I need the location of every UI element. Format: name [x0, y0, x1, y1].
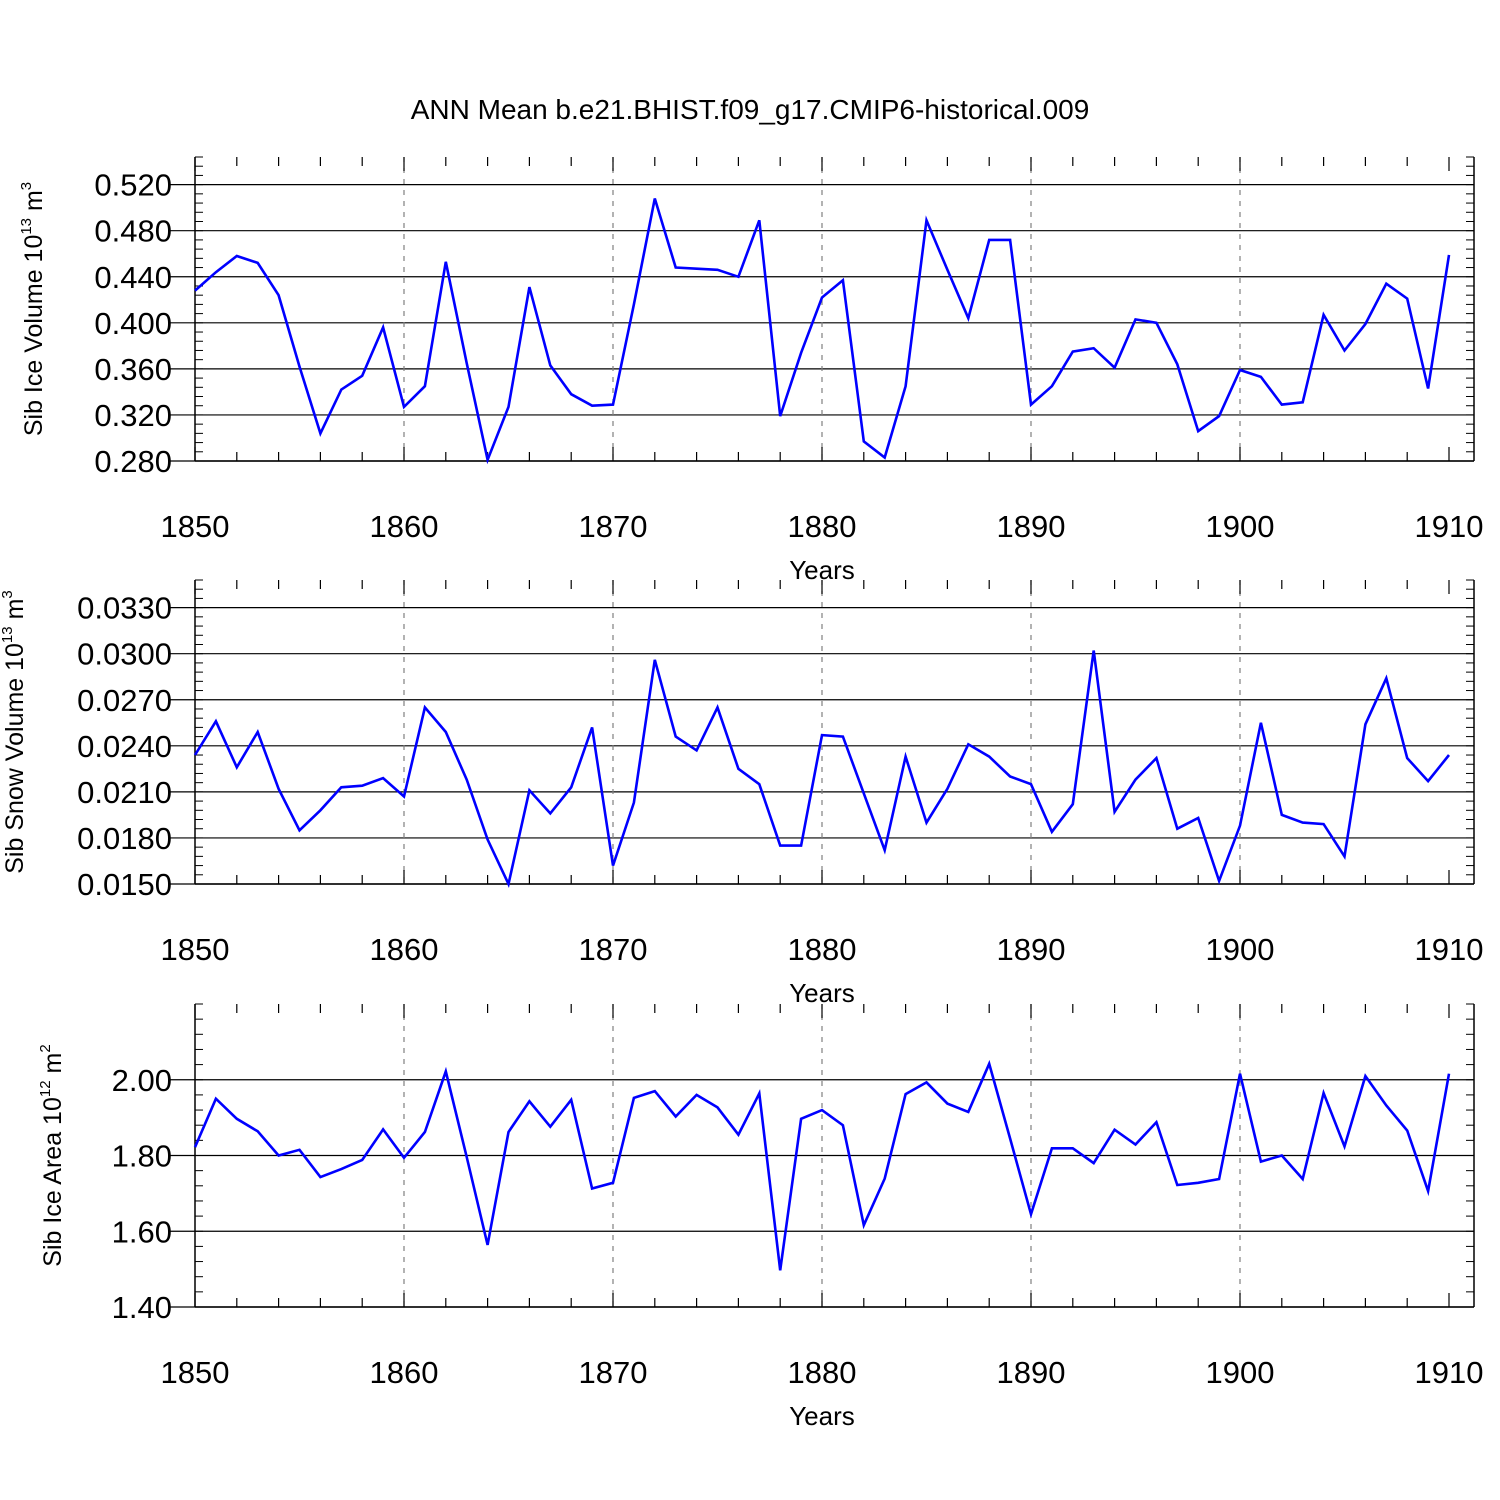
panel-snow-volume: 0.0330 0.0300 0.0270 0.0240 0.0210 0.0180 0.01…	[0, 579, 1484, 1008]
y-tick-label: 0.400	[94, 306, 172, 341]
y-tick-label: 0.320	[94, 398, 172, 433]
x-tick-label: 1900	[1206, 509, 1275, 544]
x-tick-label: 1880	[788, 932, 857, 967]
x-tick-label: 1850	[161, 509, 230, 544]
x-tick-label: 1890	[997, 509, 1066, 544]
x-tick-label: 1910	[1415, 1355, 1484, 1390]
y-tick-label: 2.00	[112, 1063, 172, 1098]
x-tick-label: 1870	[579, 932, 648, 967]
x-tick-label: 1850	[161, 932, 230, 967]
y-tick-label: 0.0270	[77, 683, 172, 718]
y-tick-label: 1.80	[112, 1139, 172, 1174]
series-line-ice-area	[193, 1059, 1451, 1271]
x-tick-label: 1870	[579, 1355, 648, 1390]
y-axis-label: Sib Ice Volume 1013 m3	[18, 182, 48, 436]
y-axis-label: Sib Snow Volume 1013 m3	[0, 590, 29, 874]
y-tick-label: 0.280	[94, 444, 172, 479]
y-tick-label: 0.520	[94, 168, 172, 203]
x-tick-label: 1860	[370, 932, 439, 967]
y-tick-label: 0.360	[94, 352, 172, 387]
y-axis-label: Sib Ice Area 1012 m2	[37, 1044, 67, 1266]
x-tick-label: 1880	[788, 509, 857, 544]
x-tick-label: 1910	[1415, 932, 1484, 967]
y-tick-label: 0.0300	[77, 637, 172, 672]
series-line-snow-volume	[193, 650, 1451, 888]
x-tick-label: 1860	[370, 1355, 439, 1390]
x-tick-label: 1880	[788, 1355, 857, 1390]
x-tick-label: 1900	[1206, 932, 1275, 967]
y-tick-label: 0.0240	[77, 729, 172, 764]
panel-ice-area: 2.00 1.80 1.60 1.40 1850 1860 1870 1880 1890 1900…	[37, 1003, 1484, 1431]
x-tick-label: 1870	[579, 509, 648, 544]
x-tick-label: 1860	[370, 509, 439, 544]
y-tick-label: 1.40	[112, 1290, 172, 1325]
chart-title: ANN Mean b.e21.BHIST.f09_g17.CMIP6-histo…	[411, 94, 1090, 125]
x-tick-label: 1850	[161, 1355, 230, 1390]
x-axis-label: Years	[789, 1401, 855, 1431]
y-tick-label: 0.0180	[77, 821, 172, 856]
y-tick-label: 0.440	[94, 260, 172, 295]
series-line-ice-volume	[194, 198, 1451, 465]
y-tick-label: 0.0330	[77, 591, 172, 626]
y-tick-label: 0.0210	[77, 775, 172, 810]
panel-ice-volume: 0.520 0.480 0.440 0.400 0.360 0.320 0.280 1850 1…	[18, 156, 1484, 585]
x-tick-label: 1890	[997, 932, 1066, 967]
y-tick-label: 1.60	[112, 1214, 172, 1249]
y-tick-label: 0.0150	[77, 867, 172, 902]
x-tick-label: 1910	[1415, 509, 1484, 544]
x-axis-label: Years	[789, 978, 855, 1008]
y-tick-label: 0.480	[94, 214, 172, 249]
x-tick-label: 1900	[1206, 1355, 1275, 1390]
x-tick-label: 1890	[997, 1355, 1066, 1390]
